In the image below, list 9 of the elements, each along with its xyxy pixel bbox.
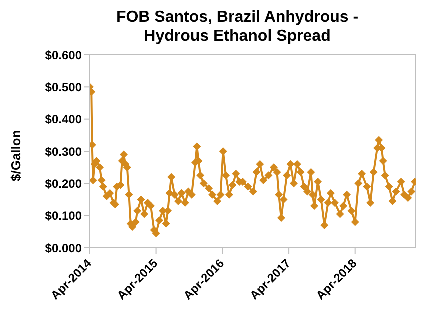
y-tick-label: $0.000 xyxy=(45,241,82,256)
y-tick-label: $0.400 xyxy=(45,112,82,127)
y-tick-label: $0.500 xyxy=(45,80,82,94)
chart-title: FOB Santos, Brazil Anhydrous - Hydrous Ethanol Spread xyxy=(115,8,360,46)
y-tick-label: $0.300 xyxy=(45,144,82,159)
y-tick-label: $0.100 xyxy=(45,209,82,224)
y-axis-title: $/Gallon xyxy=(8,130,24,182)
y-tick-label: $0.200 xyxy=(45,176,82,191)
y-tick-label: $0.600 xyxy=(45,48,82,62)
